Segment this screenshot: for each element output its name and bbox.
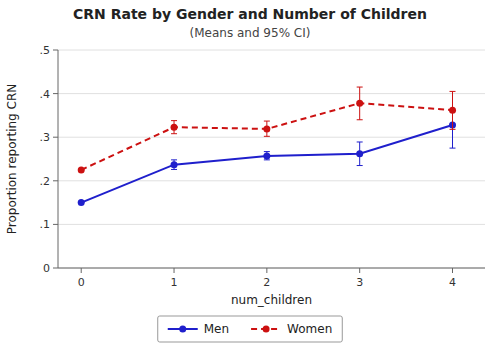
x-axis-label: num_children <box>231 293 312 307</box>
y-tick <box>53 93 58 94</box>
marker <box>78 166 85 173</box>
plot-area <box>78 87 456 206</box>
error-bar <box>357 87 363 120</box>
x-tick <box>81 268 82 273</box>
marker <box>171 124 178 131</box>
error-bar <box>450 91 456 129</box>
legend-marker <box>263 326 270 333</box>
y-tick-label: .4 <box>40 88 51 101</box>
marker <box>78 199 85 206</box>
y-tick <box>53 137 58 138</box>
grid-line <box>58 50 485 51</box>
error-bar <box>264 152 270 160</box>
subtitle: (Means and 95% CI) <box>190 26 311 40</box>
series-1 <box>78 87 456 173</box>
x-tick <box>266 268 267 273</box>
marker <box>171 161 178 168</box>
y-tick-label: .3 <box>40 131 51 144</box>
error-bar <box>357 142 363 166</box>
marker <box>263 125 270 132</box>
error-bar <box>171 160 177 170</box>
y-tick-label: .1 <box>40 218 51 231</box>
title: CRN Rate by Gender and Number of Childre… <box>73 6 427 22</box>
x-tick-label: 3 <box>356 276 363 289</box>
grid-line <box>58 224 485 225</box>
grid-line <box>58 268 485 269</box>
y-tick <box>53 180 58 181</box>
legend-label: Women <box>287 322 332 336</box>
y-tick <box>53 50 58 51</box>
chart: CRN Rate by Gender and Number of Childre… <box>0 0 500 364</box>
x-axis-line <box>58 268 485 269</box>
grid-line <box>58 180 485 181</box>
legend-box <box>158 316 343 342</box>
x-tick <box>359 268 360 273</box>
error-bar <box>171 121 177 134</box>
legend-label: Men <box>204 322 229 336</box>
marker <box>263 152 270 159</box>
error-bar <box>264 121 270 136</box>
marker <box>449 107 456 114</box>
line <box>81 103 452 170</box>
grid-line <box>58 137 485 138</box>
y-tick <box>53 268 58 269</box>
x-tick-label: 0 <box>78 276 85 289</box>
x-tick <box>452 268 453 273</box>
y-axis-label: Proportion reporting CRN <box>5 84 19 234</box>
marker <box>356 100 363 107</box>
y-axis-line <box>58 50 59 268</box>
legend: Men Women <box>158 316 343 342</box>
y-tick <box>53 224 58 225</box>
y-tick-label: 0 <box>43 262 50 275</box>
marker <box>356 150 363 157</box>
x-tick <box>174 268 175 273</box>
x-tick-label: 4 <box>449 276 456 289</box>
series-0 <box>78 111 456 206</box>
legend-marker <box>179 326 186 333</box>
y-tick-label: .2 <box>40 175 51 188</box>
grid-line <box>58 93 485 94</box>
y-tick-label: .5 <box>40 44 51 57</box>
x-tick-label: 1 <box>171 276 178 289</box>
x-tick-label: 2 <box>263 276 270 289</box>
